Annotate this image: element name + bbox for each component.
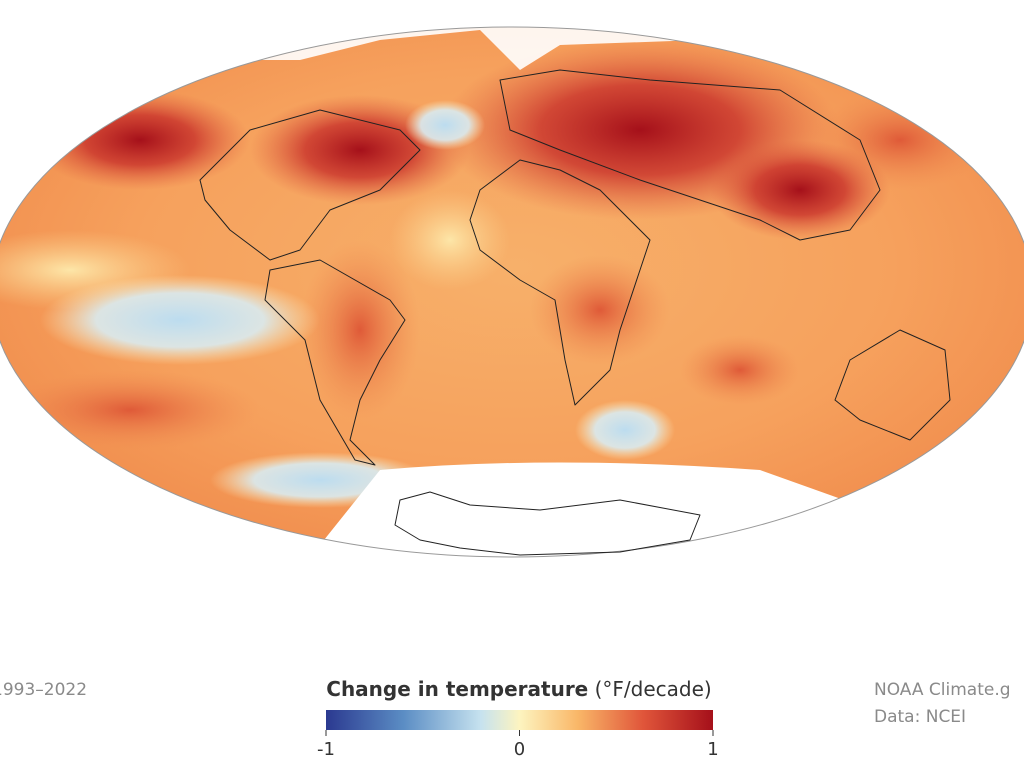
legend-title-text: Change in temperature bbox=[326, 677, 588, 701]
color-scale bbox=[326, 710, 713, 730]
tick-label: 1 bbox=[707, 739, 718, 760]
credit: NOAA Climate.g bbox=[874, 680, 1011, 700]
period: 1993–2022 bbox=[0, 680, 87, 700]
legend-title: Change in temperature (°F/decade) bbox=[326, 677, 711, 701]
legend-unit: (°F/decade) bbox=[595, 677, 712, 701]
map bbox=[0, 27, 1024, 557]
tick-label: -1 bbox=[317, 739, 335, 760]
coastlines bbox=[199, 69, 951, 556]
scale-ticks: -1 0 1 bbox=[317, 730, 719, 760]
source: Data: NCEI bbox=[874, 707, 966, 727]
tick-label: 0 bbox=[514, 739, 525, 760]
